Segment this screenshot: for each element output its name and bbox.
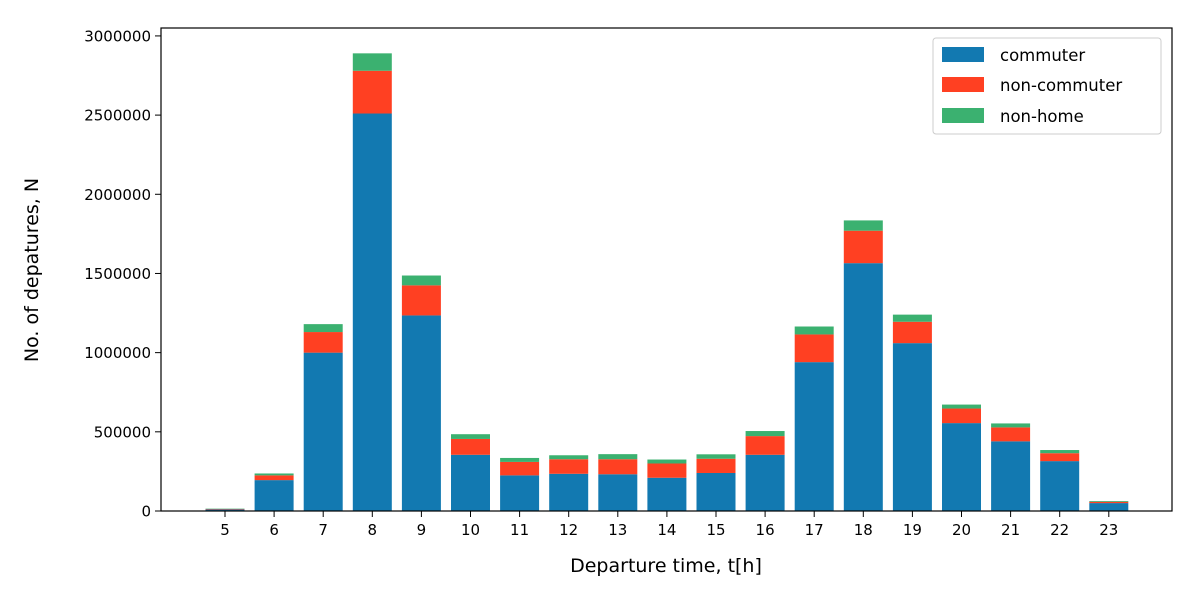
y-tick-label-1000000: 1000000	[84, 344, 151, 362]
bar-non-home-14	[647, 459, 687, 464]
bar-non-home-18	[843, 220, 883, 231]
x-tick-label-19: 19	[903, 521, 922, 539]
bar-non-home-21	[991, 423, 1031, 428]
x-tick-label-17: 17	[805, 521, 824, 539]
bar-commuter-7	[303, 352, 343, 511]
legend: commuter non-commuter non-home	[932, 37, 1162, 135]
x-tick-label-7: 7	[318, 521, 328, 539]
y-axis-title: No. of depatures, N	[21, 178, 43, 362]
y-tick-label-2000000: 2000000	[84, 186, 151, 204]
bar-commuter-17	[794, 362, 834, 511]
bar-non-home-13	[598, 454, 638, 460]
bar-non-home-12	[549, 455, 589, 460]
bar-commuter-13	[598, 474, 638, 511]
y-tick-label-3000000: 3000000	[84, 27, 151, 45]
bar-non-home-15	[696, 454, 736, 459]
x-tick-label-18: 18	[854, 521, 873, 539]
bar-commuter-20	[942, 423, 981, 511]
y-tick-label-1500000: 1500000	[84, 265, 151, 283]
bar-non-home-16	[745, 431, 785, 437]
bar-non-home-7	[303, 324, 343, 333]
bar-non-commuter-19	[892, 321, 932, 344]
y-tick-label-0: 0	[141, 503, 151, 521]
bar-non-commuter-10	[451, 438, 490, 455]
bar-commuter-16	[745, 454, 785, 511]
bar-non-commuter-6	[254, 475, 294, 481]
bar-commuter-8	[352, 113, 392, 511]
legend-label-commuter: commuter	[1000, 46, 1085, 65]
bar-non-home-19	[892, 314, 932, 322]
bar-non-home-17	[794, 326, 834, 335]
bar-non-home-20	[942, 404, 981, 409]
x-tick-label-21: 21	[1001, 521, 1020, 539]
y-axis: 0 500000 1000000 1500000 2000000 2500000 30000…	[84, 27, 161, 521]
bar-non-commuter-7	[303, 332, 343, 353]
bar-commuter-22	[1040, 461, 1080, 511]
bar-non-commuter-16	[745, 436, 785, 455]
bar-commuter-23	[1089, 503, 1129, 511]
bar-non-commuter-18	[843, 230, 883, 264]
legend-label-non-home: non-home	[1000, 107, 1084, 126]
bar-non-home-8	[352, 53, 392, 71]
x-tick-label-5: 5	[220, 521, 230, 539]
bar-non-home-6	[254, 473, 294, 476]
bar-non-commuter-9	[401, 285, 441, 316]
bar-commuter-10	[451, 454, 490, 511]
bar-non-commuter-14	[647, 463, 687, 478]
x-tick-label-10: 10	[461, 521, 480, 539]
x-tick-label-8: 8	[368, 521, 378, 539]
x-tick-label-12: 12	[559, 521, 578, 539]
bars-layer	[205, 53, 1129, 511]
legend-swatch-non-home	[942, 108, 984, 123]
bar-non-commuter-22	[1040, 453, 1080, 462]
bar-non-commuter-11	[500, 461, 540, 476]
x-tick-label-23: 23	[1099, 521, 1118, 539]
bar-non-commuter-13	[598, 459, 638, 475]
bar-commuter-11	[500, 475, 540, 511]
bar-non-commuter-15	[696, 458, 736, 473]
x-tick-label-9: 9	[417, 521, 427, 539]
x-tick-label-16: 16	[756, 521, 775, 539]
bar-non-commuter-21	[991, 427, 1031, 442]
x-tick-label-11: 11	[510, 521, 529, 539]
bar-non-home-22	[1040, 450, 1080, 454]
bar-non-commuter-12	[549, 459, 589, 474]
bar-non-home-10	[451, 434, 490, 439]
x-tick-label-15: 15	[706, 521, 725, 539]
legend-frame	[932, 37, 1162, 135]
x-tick-label-22: 22	[1050, 521, 1069, 539]
bar-non-commuter-20	[942, 408, 981, 424]
x-axis-title: Departure time, t[h]	[570, 555, 762, 577]
x-axis: 5 6 7 8 9 10 11 12 13 14 15 16 17 18 19 20 21 22 23	[220, 511, 1118, 539]
bar-non-home-11	[500, 457, 540, 462]
bar-commuter-15	[696, 472, 736, 511]
x-tick-label-6: 6	[269, 521, 279, 539]
y-tick-label-2500000: 2500000	[84, 107, 151, 125]
bar-non-commuter-17	[794, 334, 834, 363]
bar-commuter-9	[401, 315, 441, 511]
bar-commuter-14	[647, 477, 687, 511]
bar-non-commuter-8	[352, 70, 392, 114]
bar-commuter-21	[991, 441, 1031, 511]
x-tick-label-14: 14	[657, 521, 676, 539]
bar-non-home-23	[1089, 501, 1129, 502]
bar-non-home-9	[401, 275, 441, 286]
bar-commuter-5	[205, 509, 245, 511]
legend-label-non-commuter: non-commuter	[1000, 76, 1122, 95]
bar-commuter-6	[254, 480, 294, 511]
bar-commuter-12	[549, 473, 589, 511]
x-tick-label-20: 20	[952, 521, 971, 539]
legend-swatch-non-commuter	[942, 77, 984, 92]
bar-non-commuter-23	[1089, 501, 1129, 504]
bar-commuter-18	[843, 263, 883, 511]
y-tick-label-500000: 500000	[94, 423, 151, 441]
legend-swatch-commuter	[942, 47, 984, 62]
bar-commuter-19	[892, 343, 932, 511]
x-tick-label-13: 13	[608, 521, 627, 539]
